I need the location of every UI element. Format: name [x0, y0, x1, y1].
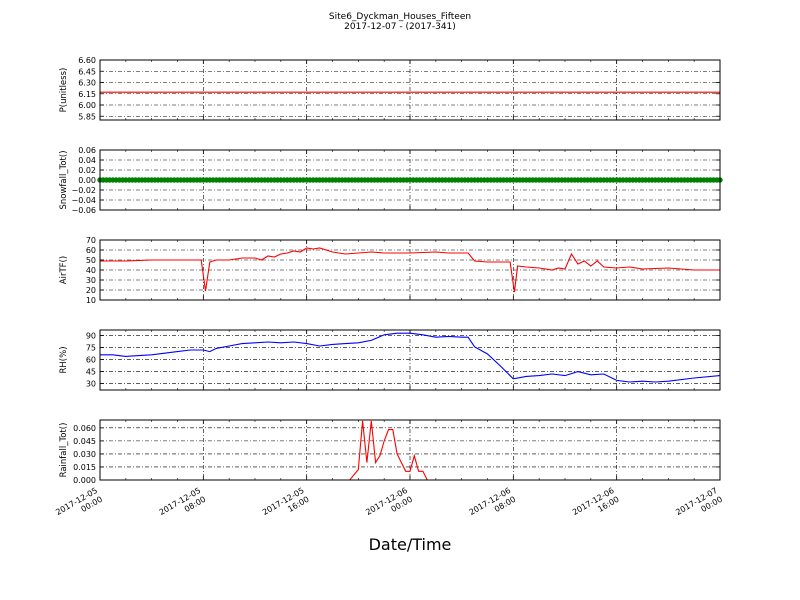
y-tick-label: 70	[86, 236, 96, 245]
series-line	[100, 332, 721, 383]
y-tick-label: 6.45	[78, 67, 96, 76]
plot-frame	[99, 329, 721, 391]
y-tick-label: 10	[86, 296, 96, 305]
y-tick-label: 6.15	[78, 90, 96, 99]
series-line	[100, 247, 720, 293]
y-tick-label: 0.060	[73, 424, 96, 433]
plot-frame	[99, 149, 721, 211]
y-tick-label: 6.00	[78, 101, 96, 110]
y-tick-label: 50	[86, 256, 96, 265]
y-axis-label: Snowfall_Tot()	[59, 150, 69, 209]
y-tick-label: 45	[86, 368, 96, 377]
y-tick-label: 75	[86, 344, 96, 353]
x-axis-label: Date/Time	[369, 535, 452, 554]
y-tick-label: 30	[86, 276, 96, 285]
y-tick-label: 0.030	[73, 450, 96, 459]
y-tick-label: 0.015	[73, 463, 96, 472]
y-tick-label: 40	[86, 266, 96, 275]
figure-title: Site6_Dyckman_Houses_Fifteen	[329, 12, 471, 22]
y-tick-label: −0.02	[71, 186, 96, 195]
y-tick-label: 30	[86, 380, 96, 389]
series-markers	[97, 177, 723, 183]
y-tick-label: −0.04	[71, 196, 96, 205]
plot-frame	[99, 59, 721, 121]
y-tick-label: 0.04	[78, 156, 96, 165]
y-tick-label: 0.02	[78, 166, 96, 175]
panel-snowfall: 0.060.040.020.00−0.02−0.04−0.06Snowfall_…	[59, 146, 723, 215]
y-tick-label: −0.06	[71, 206, 96, 215]
panel-relative-humidity: 90 75 60 45 30 RH(%)	[59, 329, 721, 391]
y-tick-label: 0.000	[73, 476, 96, 485]
y-tick-label: 0.06	[78, 146, 96, 155]
y-tick-label: 90	[86, 332, 96, 341]
y-axis-label: RH(%)	[59, 346, 69, 373]
panel-rainfall: 0.060 0.045 0.030 0.015 0.000 Rainfall_Tot()	[59, 419, 721, 485]
y-tick-label: 5.85	[78, 112, 96, 121]
y-tick-label: 20	[86, 286, 96, 295]
panel-pressure: 6.60 6.45 6.30 6.15 6.00 5.85 P(unitless)	[59, 56, 721, 121]
y-axis-label: Rainfall_Tot()	[59, 423, 69, 478]
y-tick-label: 60	[86, 356, 96, 365]
y-tick-label: 0.00	[78, 176, 96, 185]
figure-subtitle: 2017-12-07 - (2017-341)	[344, 22, 456, 32]
plot-frame	[99, 419, 721, 481]
y-tick-label: 0.045	[73, 437, 96, 446]
series-line	[100, 420, 720, 481]
plot-frame	[99, 239, 721, 301]
y-tick-label: 6.30	[78, 79, 96, 88]
y-axis-label: P(unitless)	[59, 68, 69, 113]
y-tick-label: 60	[86, 246, 96, 255]
y-tick-label: 6.60	[78, 56, 96, 65]
y-axis-label: AirTF()	[59, 256, 69, 284]
